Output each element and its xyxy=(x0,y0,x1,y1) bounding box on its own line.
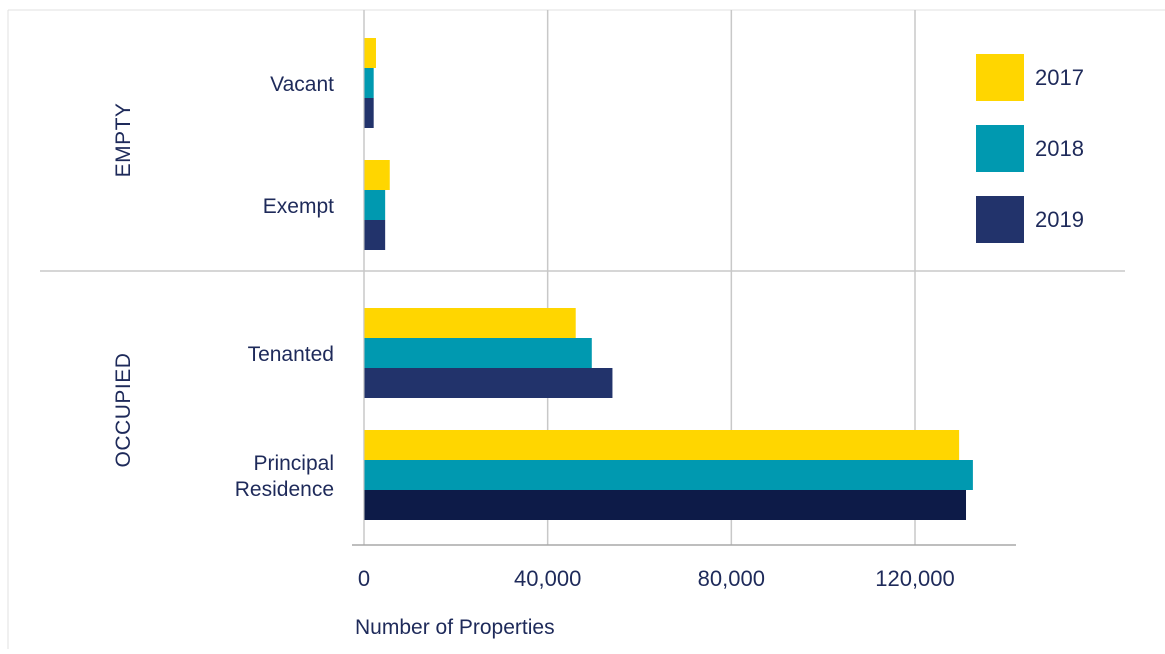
category-labels: Vacant Exempt Tenanted Principal Residence xyxy=(235,73,334,501)
legend-label-2019: 2019 xyxy=(1035,207,1084,232)
x-tick-label: 0 xyxy=(358,566,370,591)
bar-exempt-2018 xyxy=(364,190,386,220)
grid-lines xyxy=(40,10,1125,545)
bar-exempt-2019 xyxy=(364,220,386,250)
category-label-exempt: Exempt xyxy=(263,195,334,218)
x-tick-label: 80,000 xyxy=(698,566,765,591)
x-axis-title: Number of Properties xyxy=(355,616,555,639)
group-labels: EMPTY OCCUPIED xyxy=(112,103,135,468)
legend-label-2018: 2018 xyxy=(1035,136,1084,161)
bars xyxy=(364,38,973,520)
bar-vacant-2017 xyxy=(364,38,376,68)
category-label-tenanted: Tenanted xyxy=(248,343,334,366)
group-label-occupied: OCCUPIED xyxy=(112,353,135,468)
x-tick-label: 120,000 xyxy=(875,566,955,591)
bar-tenanted-2017 xyxy=(364,308,576,338)
legend-label-2017: 2017 xyxy=(1035,65,1084,90)
bar-exempt-2017 xyxy=(364,160,390,190)
legend-swatch-2017 xyxy=(976,54,1024,101)
bar-tenanted-2019 xyxy=(364,368,613,398)
x-tick-label: 40,000 xyxy=(514,566,581,591)
bar-vacant-2019 xyxy=(364,98,374,128)
bar-principal-residence-2019 xyxy=(364,490,967,520)
category-label-principal-residence: Residence xyxy=(235,478,334,501)
category-label-principal-residence: Principal xyxy=(253,452,334,475)
legend: 2017 2018 2019 xyxy=(976,54,1084,243)
category-label-vacant: Vacant xyxy=(270,73,334,96)
bar-vacant-2018 xyxy=(364,68,374,98)
bar-principal-residence-2017 xyxy=(364,430,960,460)
legend-swatch-2019 xyxy=(976,196,1024,243)
bar-tenanted-2018 xyxy=(364,338,592,368)
x-axis: 0 40,000 80,000 120,000 xyxy=(352,544,1016,591)
legend-swatch-2018 xyxy=(976,125,1024,172)
group-label-empty: EMPTY xyxy=(112,103,135,178)
bar-principal-residence-2018 xyxy=(364,460,973,490)
